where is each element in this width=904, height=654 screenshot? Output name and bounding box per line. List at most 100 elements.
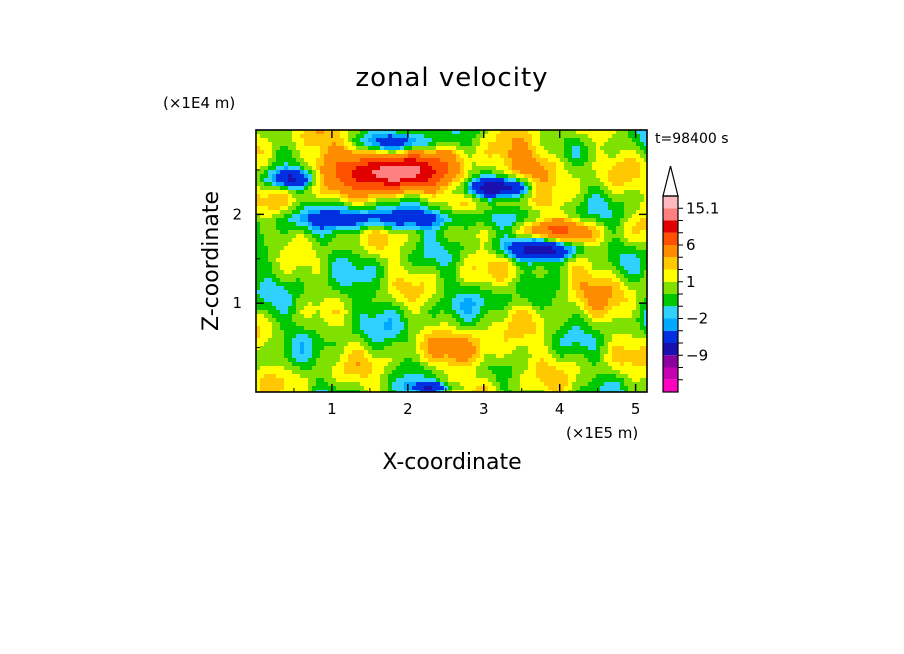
field-cell [380,222,384,226]
field-cell [324,190,328,194]
field-cell [412,330,416,334]
field-cell [288,314,292,318]
field-cell [644,162,647,166]
field-cell [588,162,592,166]
field-cell [632,214,636,218]
field-cell [496,310,500,314]
field-cell [264,178,268,182]
field-cell [440,234,444,238]
field-cell [448,210,452,214]
field-cell [348,218,352,222]
field-cell [324,150,328,154]
field-cell [392,130,396,134]
field-cell [596,206,600,210]
field-cell [332,178,336,182]
field-cell [516,138,520,142]
field-cell [388,298,392,302]
field-cell [420,190,424,194]
field-cell [596,182,600,186]
field-cell [520,226,524,230]
field-cell [528,314,532,318]
field-cell [464,186,468,190]
field-cell [532,326,536,330]
field-cell [312,318,316,322]
field-cell [608,322,612,326]
field-cell [364,154,368,158]
field-cell [464,314,468,318]
field-cell [352,210,356,214]
field-cell [480,230,484,234]
field-cell [320,274,324,278]
field-cell [320,158,324,162]
field-cell [348,330,352,334]
field-cell [636,214,640,218]
field-cell [532,142,536,146]
field-cell [284,146,288,150]
field-cell [384,302,388,306]
field-cell [532,258,536,262]
field-cell [304,198,308,202]
field-cell [628,246,632,250]
field-cell [324,226,328,230]
field-cell [636,158,640,162]
field-cell [560,242,564,246]
field-cell [504,178,508,182]
field-cell [376,206,380,210]
field-cell [284,130,288,134]
field-cell [316,266,320,270]
field-cell [360,218,364,222]
field-cell [400,218,404,222]
field-cell [616,170,620,174]
field-cell [428,282,432,286]
field-cell [520,142,524,146]
field-cell [488,146,492,150]
field-cell [360,254,364,258]
field-cell [392,174,396,178]
field-cell [256,294,260,298]
field-cell [428,206,432,210]
field-cell [556,286,560,290]
field-cell [348,262,352,266]
field-cell [468,250,472,254]
field-cell [608,290,612,294]
field-cell [588,166,592,170]
field-cell [532,150,536,154]
field-cell [432,254,436,258]
field-cell [424,166,428,170]
field-cell [592,278,596,282]
field-cell [452,242,456,246]
field-cell [624,270,628,274]
field-cell [376,210,380,214]
field-cell [624,146,628,150]
field-cell [356,226,360,230]
field-cell [532,298,536,302]
field-cell [256,218,260,222]
field-cell [600,270,604,274]
field-cell [468,266,472,270]
field-cell [464,198,468,202]
field-cell [424,214,428,218]
field-cell [588,258,592,262]
field-cell [428,278,432,282]
field-cell [368,162,372,166]
field-cell [436,262,440,266]
field-cell [452,170,456,174]
field-cell [592,326,596,330]
field-cell [452,310,456,314]
field-cell [488,282,492,286]
field-cell [272,162,276,166]
field-cell [568,174,572,178]
field-cell [380,238,384,242]
field-cell [364,302,368,306]
field-cell [320,314,324,318]
field-cell [548,190,552,194]
field-cell [492,330,496,334]
field-cell [408,246,412,250]
field-cell [492,170,496,174]
field-cell [460,190,464,194]
field-cell [556,250,560,254]
field-cell [552,202,556,206]
field-cell [324,146,328,150]
field-cell [320,266,324,270]
field-cell [372,298,376,302]
